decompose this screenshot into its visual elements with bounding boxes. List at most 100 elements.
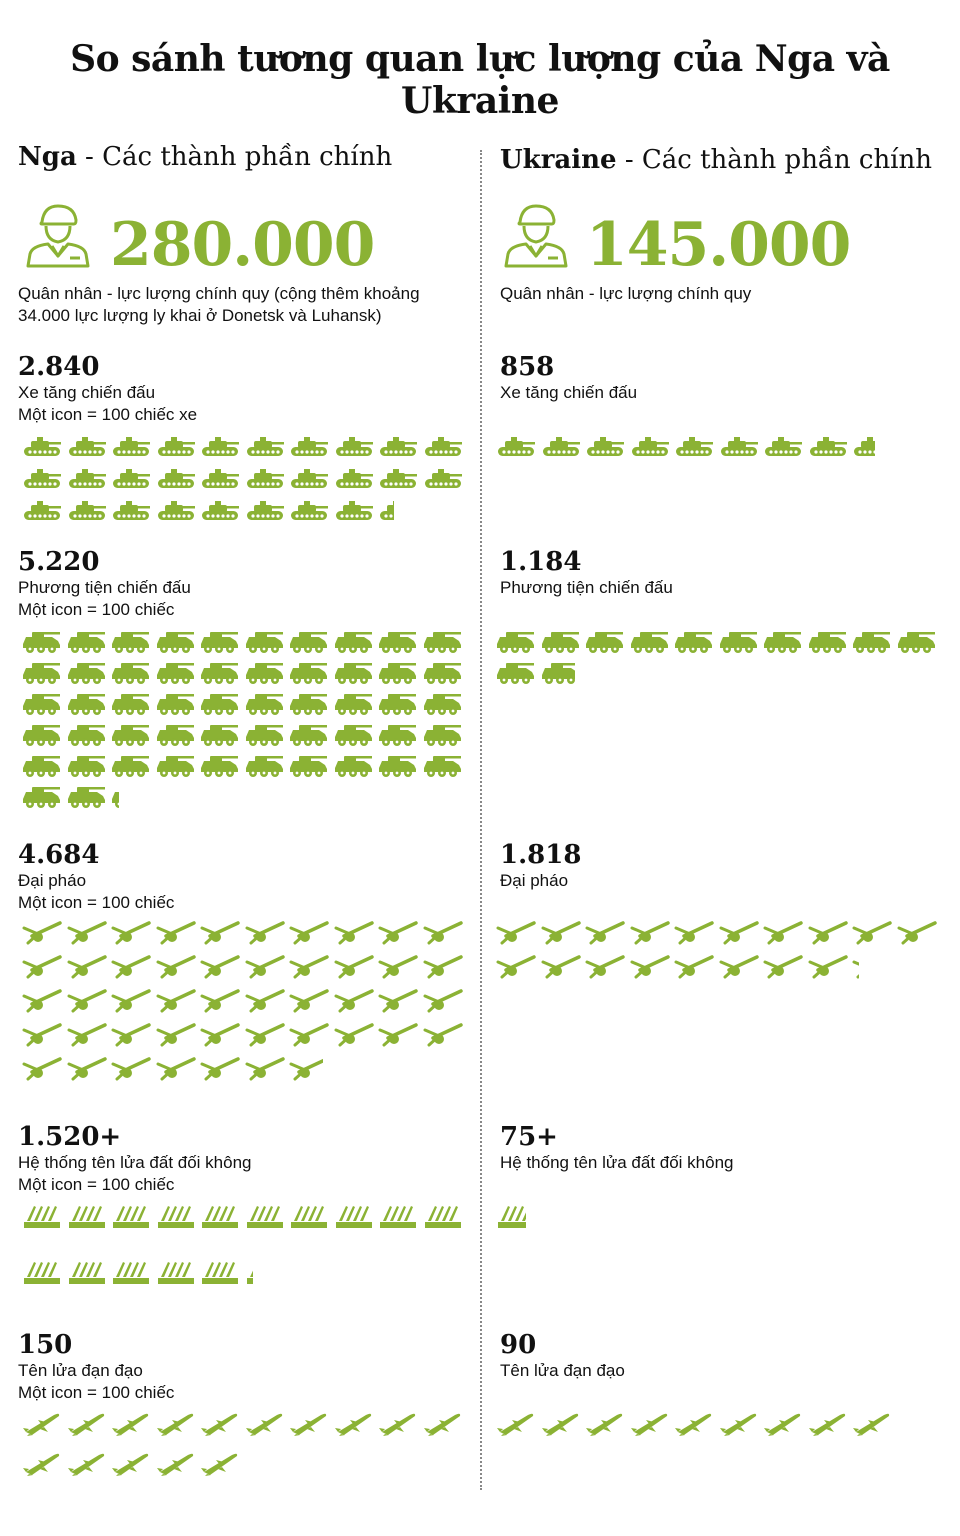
icon-scale-note: Một icon = 100 chiếc — [18, 600, 175, 619]
armored-vehicle-icon — [541, 627, 581, 653]
armored-vehicle-icon — [245, 720, 285, 746]
stat-number: 1.818 — [500, 840, 582, 870]
icon-scale-note: Một icon = 100 chiếc — [18, 1175, 175, 1194]
ukraine-name: Ukraine — [500, 145, 617, 175]
missile-icon — [289, 1410, 329, 1436]
armored-vehicle-icon — [719, 627, 759, 653]
artillery-icon — [156, 988, 196, 1014]
artillery-icon — [334, 954, 374, 980]
missile-icon — [852, 1410, 892, 1436]
artillery-icon — [585, 954, 625, 980]
stat-number: 1.184 — [500, 547, 582, 577]
tank-icon — [378, 496, 394, 522]
artillery-icon — [200, 920, 240, 946]
armored-vehicle-icon — [334, 751, 374, 777]
russia-subtitle: - Các thành phần chính — [76, 142, 393, 172]
artillery-icon — [423, 920, 463, 946]
tank-icon — [289, 464, 329, 490]
armored-vehicle-icon — [22, 782, 62, 808]
tank-icon — [763, 432, 803, 458]
armored-vehicle-icon — [289, 689, 329, 715]
missile-icon — [111, 1410, 151, 1436]
russia-section-ballistic: 150 Tên lửa đạn đạo Một icon = 100 chiếc — [18, 1330, 488, 1476]
armored-vehicle-icon — [200, 689, 240, 715]
missile-launcher-icon — [245, 1202, 285, 1228]
missile-icon — [378, 1410, 418, 1436]
artillery-icon — [585, 920, 625, 946]
tank-icon — [378, 432, 418, 458]
armored-vehicle-icon — [111, 751, 151, 777]
ukraine-subtitle: - Các thành phần chính — [616, 145, 932, 175]
stat-label: Hệ thống tên lửa đất đối không — [500, 1153, 734, 1172]
tank-icon — [496, 432, 536, 458]
tank-icon — [289, 432, 329, 458]
missile-icon — [156, 1410, 196, 1436]
tank-icon — [111, 496, 151, 522]
tank-icon — [245, 432, 285, 458]
missile-icon — [111, 1450, 151, 1476]
armored-vehicle-icon — [334, 627, 374, 653]
russia-section-ifv: 5.220 Phương tiện chiến đấu Một icon = 100… — [18, 547, 488, 808]
artillery-icon — [200, 1022, 240, 1048]
missile-launcher-icon — [111, 1202, 151, 1228]
artillery-icon — [67, 954, 107, 980]
tank-icon — [67, 464, 107, 490]
missile-icon — [67, 1410, 107, 1436]
armored-vehicle-icon — [111, 658, 151, 684]
ukraine-troops-number: 145.000 — [586, 210, 851, 280]
armored-vehicle-icon — [67, 751, 107, 777]
icon-scale-note: Một icon = 100 chiếc — [18, 893, 175, 912]
artillery-icon — [111, 920, 151, 946]
artillery-icon — [289, 1056, 323, 1082]
missile-launcher-icon — [289, 1202, 329, 1228]
missile-icon — [22, 1450, 62, 1476]
missile-launcher-icon — [67, 1258, 107, 1284]
tank-icon — [22, 496, 62, 522]
tank-icon — [334, 496, 374, 522]
artillery-icon — [378, 1022, 418, 1048]
tank-icon — [22, 432, 62, 458]
missile-icon — [156, 1450, 196, 1476]
stat-number: 75+ — [500, 1122, 558, 1152]
artillery-icon — [852, 954, 859, 980]
armored-vehicle-icon — [245, 627, 285, 653]
ukraine-section-sam: 75+ Hệ thống tên lửa đất đối không — [498, 1122, 960, 1228]
ukraine-section-ballistic: 90 Tên lửa đạn đạo — [497, 1330, 960, 1436]
missile-icon — [200, 1410, 240, 1436]
tank-icon — [585, 432, 625, 458]
artillery-icon — [200, 988, 240, 1014]
stat-label: Xe tăng chiến đấu — [18, 383, 156, 402]
armored-vehicle-icon — [378, 720, 418, 746]
tank-icon — [200, 432, 240, 458]
armored-vehicle-icon — [67, 782, 107, 808]
missile-launcher-icon — [378, 1202, 418, 1228]
missile-launcher-icon — [111, 1258, 151, 1284]
soldier-icon — [500, 200, 572, 268]
artillery-icon — [200, 1056, 240, 1082]
armored-vehicle-icon — [156, 720, 196, 746]
armored-vehicle-icon — [200, 658, 240, 684]
armored-vehicle-icon — [245, 689, 285, 715]
armored-vehicle-icon — [289, 720, 329, 746]
armored-vehicle-icon — [423, 689, 463, 715]
armored-vehicle-icon — [111, 782, 119, 808]
stat-label: Đại pháo — [18, 871, 87, 890]
icon-scale-note: Một icon = 100 chiếc — [18, 1383, 175, 1402]
russia-column: Nga - Các thành phần chính 280.000 Quân … — [18, 0, 488, 1536]
tank-icon — [378, 464, 418, 490]
tank-icon — [200, 464, 240, 490]
artillery-icon — [67, 988, 107, 1014]
armored-vehicle-icon — [289, 751, 329, 777]
artillery-icon — [423, 954, 463, 980]
tank-icon — [245, 464, 285, 490]
russia-header: Nga - Các thành phần chính — [18, 142, 392, 172]
tank-icon — [808, 432, 848, 458]
page-title: So sánh tương quan lực lượng của Nga và … — [70, 38, 890, 122]
armored-vehicle-icon — [334, 720, 374, 746]
tank-icon — [541, 432, 581, 458]
tank-icon — [423, 464, 463, 490]
tank-icon — [334, 432, 374, 458]
armored-vehicle-icon — [245, 658, 285, 684]
missile-icon — [630, 1410, 670, 1436]
artillery-icon — [378, 988, 418, 1014]
